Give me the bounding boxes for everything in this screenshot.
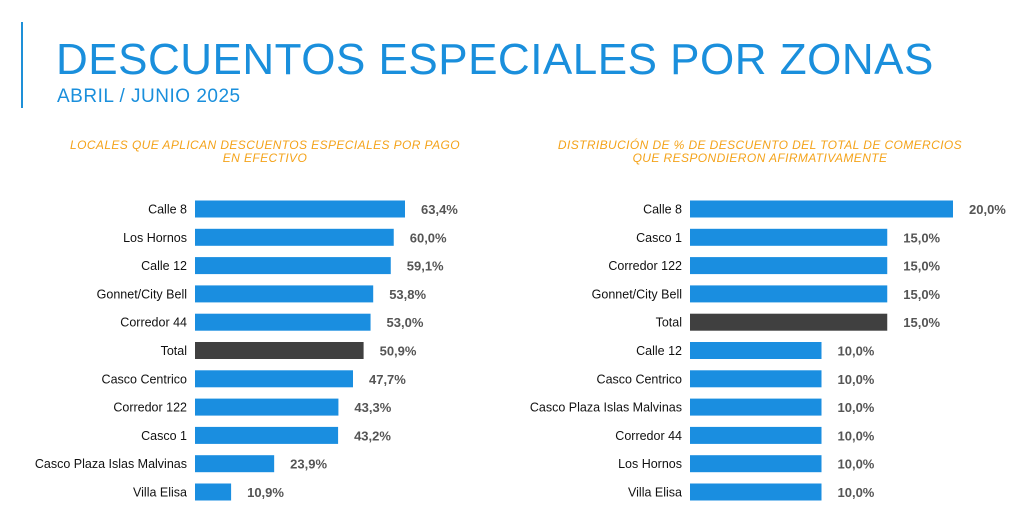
category-label: Casco Plaza Islas Malvinas: [530, 401, 682, 415]
left-chart-title-line-1: LOCALES QUE APLICAN DESCUENTOS ESPECIALE…: [70, 138, 460, 152]
bar: [690, 398, 822, 416]
bar: [195, 285, 374, 303]
page-subtitle: ABRIL / JUNIO 2025: [57, 86, 241, 107]
category-label: Casco 1: [141, 429, 187, 443]
bar: [690, 257, 888, 275]
bar: [195, 483, 232, 501]
category-label: Casco Centrico: [597, 372, 682, 386]
category-label: Gonnet/City Bell: [97, 287, 187, 301]
bar: [690, 370, 822, 388]
value-label: 15,0%: [903, 315, 940, 330]
value-label: 43,2%: [354, 428, 391, 443]
value-label: 53,0%: [387, 315, 424, 330]
bar: [195, 313, 371, 331]
value-label: 15,0%: [903, 287, 940, 302]
bar: [690, 426, 822, 444]
right-chart-title-line-1: DISTRIBUCIÓN DE % DE DESCUENTO DEL TOTAL…: [557, 138, 963, 152]
category-label: Total: [656, 316, 682, 330]
category-label: Casco Plaza Islas Malvinas: [35, 457, 187, 471]
right-chart-title: DISTRIBUCIÓN DE % DE DESCUENTO DEL TOTAL…: [530, 139, 990, 165]
bar: [690, 483, 822, 501]
bar: [195, 398, 339, 416]
category-label: Calle 8: [643, 203, 682, 217]
value-label: 10,0%: [838, 400, 875, 415]
bar: [195, 200, 405, 218]
right-chart-title-line-2: QUE RESPONDIERON AFIRMATIVAMENTE: [632, 151, 888, 165]
value-label: 10,0%: [838, 457, 875, 472]
value-label: 47,7%: [369, 372, 406, 387]
value-label: 60,0%: [410, 230, 447, 245]
value-label: 15,0%: [903, 259, 940, 274]
value-label: 53,8%: [389, 287, 426, 302]
category-label: Calle 8: [148, 203, 187, 217]
value-label: 63,4%: [421, 202, 458, 217]
bar: [690, 228, 888, 246]
value-label: 10,0%: [838, 344, 875, 359]
left-chart-title: LOCALES QUE APLICAN DESCUENTOS ESPECIALE…: [40, 139, 490, 165]
value-label: 10,0%: [838, 485, 875, 500]
category-label: Total: [161, 344, 187, 358]
bar: [690, 455, 822, 473]
category-label: Corredor 44: [615, 429, 682, 443]
value-label: 59,1%: [407, 259, 444, 274]
value-label: 15,0%: [903, 230, 940, 245]
category-label: Calle 12: [141, 259, 187, 273]
value-label: 10,0%: [838, 428, 875, 443]
value-label: 43,3%: [354, 400, 391, 415]
category-label: Los Hornos: [123, 231, 187, 245]
left-bar-chart: Calle 8 63,4% Los Hornos 60,0% Calle 12 59,1%…: [35, 200, 458, 501]
bar: [195, 455, 275, 473]
bar: [690, 342, 822, 359]
bar: [195, 426, 339, 444]
category-label: Gonnet/City Bell: [592, 287, 682, 301]
value-label: 10,9%: [247, 485, 284, 500]
total-bar: [195, 342, 364, 359]
value-label: 20,0%: [969, 202, 1006, 217]
category-label: Calle 12: [636, 344, 682, 358]
bar: [195, 228, 394, 246]
category-label: Casco Centrico: [102, 372, 187, 386]
bar: [195, 370, 353, 388]
page-title: DESCUENTOS ESPECIALES POR ZONAS: [56, 35, 934, 84]
bar: [195, 257, 391, 275]
bar: [690, 285, 888, 303]
category-label: Villa Elisa: [133, 486, 187, 500]
left-chart-title-line-2: EN EFECTIVO: [222, 151, 308, 165]
category-label: Corredor 122: [608, 259, 682, 273]
category-label: Corredor 122: [113, 401, 187, 415]
category-label: Casco 1: [636, 231, 682, 245]
category-label: Corredor 44: [120, 316, 187, 330]
bar: [690, 200, 953, 218]
right-bar-chart: Calle 8 20,0% Casco 1 15,0% Corredor 122 15,0…: [530, 200, 1006, 501]
total-bar: [690, 313, 888, 331]
title-accent-line: [21, 22, 23, 108]
value-label: 50,9%: [380, 344, 417, 359]
value-label: 10,0%: [838, 372, 875, 387]
category-label: Los Hornos: [618, 457, 682, 471]
category-label: Villa Elisa: [628, 486, 682, 500]
value-label: 23,9%: [290, 457, 327, 472]
